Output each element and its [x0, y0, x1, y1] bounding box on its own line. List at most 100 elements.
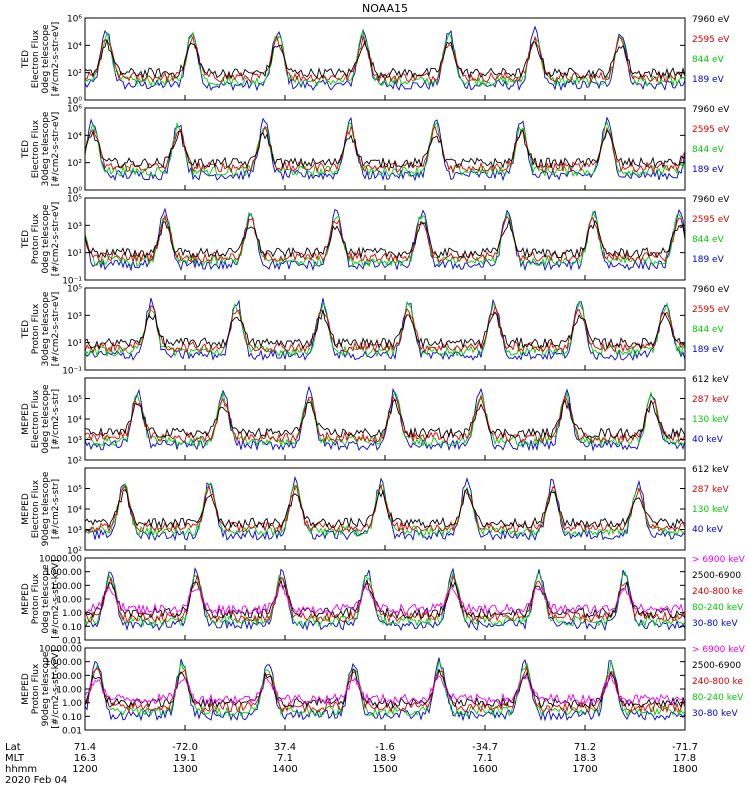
legend-entry: 30-80 keV — [692, 619, 738, 629]
trace-000000 — [85, 488, 685, 530]
legend-entry: 844 eV — [692, 145, 725, 155]
y-tick-label: 10⁴ — [67, 132, 82, 142]
y-axis-label: MEPEDProton Flux0deg telescope[#/cm2-s-s… — [21, 559, 61, 638]
x-tick-label: 7.1 — [477, 753, 493, 764]
x-tick-label: 71.2 — [574, 742, 596, 753]
trace-000000 — [85, 39, 685, 80]
y-axis-label: TEDProton Flux0deg telescope[#/cm2-s-str… — [21, 202, 61, 277]
x-tick-label: 7.1 — [277, 753, 293, 764]
trace-dd0000 — [85, 214, 685, 264]
trace-dd0000 — [85, 665, 685, 714]
y-tick-label: 10⁵ — [67, 485, 82, 495]
y-axis-label-line: Electron Flux — [31, 479, 41, 538]
trace-0000dd — [85, 475, 685, 542]
y-tick-label: 10³ — [67, 526, 82, 536]
legend-entry: 189 eV — [692, 345, 725, 355]
y-tick-label: 1000.00 — [45, 658, 82, 668]
legend-entry: 612 keV — [692, 375, 729, 385]
trace-000000 — [85, 309, 685, 350]
trace-00cc00 — [85, 659, 685, 718]
y-tick-label: 1.00 — [62, 699, 82, 709]
trace-ee00ee — [85, 583, 685, 616]
x-tick-label: 19.1 — [174, 753, 196, 764]
legend-entry: 2500-6900 — [692, 571, 741, 581]
y-tick-label: 10³ — [67, 222, 82, 232]
y-tick-label: 10⁴ — [67, 506, 82, 516]
y-tick-label: 10⁻¹ — [62, 367, 82, 377]
y-axis-label-line: Proton Flux — [31, 213, 41, 264]
y-axis-label-line: 0deg telescope — [41, 24, 51, 94]
legend-entry: 80-240 keV — [692, 693, 744, 703]
y-axis-label: TEDElectron Flux30deg telescope[#/cm2-s-… — [21, 111, 61, 186]
trace-000000 — [85, 219, 685, 259]
y-axis-label-line: TED — [21, 230, 31, 249]
y-axis-label-line: Proton Flux — [31, 303, 41, 354]
y-axis-label-line: [#/cm2-s-str-keV] — [51, 649, 61, 728]
y-axis-label-line: 0deg telescope — [41, 564, 51, 634]
y-axis-label-line: [#/cm2-s-str-keV] — [51, 559, 61, 638]
y-axis-label: TEDElectron Flux0deg telescope[#/cm2-s-s… — [21, 22, 61, 97]
panel-traces — [85, 657, 685, 722]
y-tick-label: 10² — [67, 69, 82, 79]
y-tick-label: 10¹ — [67, 339, 82, 349]
panel-2: 10⁰ 10² 10⁴ 10⁶ TEDElectron Flux30deg telesc… — [21, 105, 730, 197]
trace-000000 — [85, 398, 685, 440]
trace-0000dd — [85, 116, 685, 182]
y-axis-label-line: TED — [21, 140, 31, 159]
trace-000000 — [85, 129, 685, 170]
y-tick-label: 10⁵ — [67, 285, 82, 295]
legend-entry: > 6900 keV — [692, 645, 746, 655]
y-tick-label: 0.01 — [62, 637, 82, 647]
y-axis-label-line: [#/cm2-s-str] — [51, 479, 61, 539]
y-tick-label: 10³ — [67, 312, 82, 322]
legend-entry: 189 eV — [692, 75, 725, 85]
x-tick-label: -34.7 — [472, 742, 498, 753]
panel-4: 10⁻¹ 10¹ 10³ 10⁵ TEDProton Flux30deg telesco… — [21, 285, 730, 377]
y-axis-label-line: 0deg telescope — [41, 384, 51, 454]
x-row-label: hhmm — [5, 764, 37, 775]
y-tick-label: 0.10 — [62, 623, 82, 633]
panel-1: 10⁰ 10² 10⁴ 10⁶ TEDElectron Flux0deg telesco… — [21, 15, 730, 107]
panel-traces — [85, 567, 685, 632]
y-tick-label: 10² — [67, 547, 82, 557]
legend-entry: 287 keV — [692, 485, 729, 495]
y-axis-label: TEDProton Flux30deg telescope[#/cm2-s-st… — [21, 291, 61, 366]
y-axis-label-line: 0deg telescope — [41, 204, 51, 274]
legend-entry: 612 keV — [692, 465, 729, 475]
panel-6: 10² 10³ 10⁴ 10⁵ MEPEDElectron Flux90deg tele… — [21, 465, 729, 557]
legend-entry: 2595 eV — [692, 35, 730, 45]
y-tick-label: 100.00 — [51, 582, 83, 592]
legend-entry: 80-240 keV — [692, 603, 744, 613]
y-tick-label: 10³ — [67, 436, 82, 446]
y-tick-label: 10.00 — [56, 686, 82, 696]
x-tick-label: -72.0 — [172, 742, 198, 753]
y-tick-label: 1000.00 — [45, 568, 82, 578]
y-axis-label-line: 30deg telescope — [41, 111, 51, 186]
x-tick-label: 1600 — [472, 764, 497, 775]
x-tick-label: 18.3 — [574, 753, 596, 764]
y-tick-label: 10⁰ — [67, 187, 82, 197]
legend-entry: 189 eV — [692, 255, 725, 265]
y-axis-label-line: 90deg telescope — [41, 651, 51, 726]
y-axis-label-line: Proton Flux — [31, 663, 41, 714]
y-tick-label: 10⁶ — [67, 105, 82, 115]
y-axis-label-line: TED — [21, 320, 31, 339]
legend-entry: 7960 eV — [692, 195, 730, 205]
trace-000000 — [85, 578, 685, 620]
x-tick-label: 17.8 — [674, 753, 696, 764]
y-tick-label: 10⁵ — [67, 195, 82, 205]
y-tick-label: 10¹ — [67, 249, 82, 259]
legend-entry: 130 keV — [692, 415, 729, 425]
y-tick-label: 10⁶ — [67, 15, 82, 25]
date-label: 2020 Feb 04 — [5, 775, 67, 786]
legend-entry: 40 keV — [692, 525, 724, 535]
x-tick-label: 37.4 — [274, 742, 296, 753]
legend-entry: 287 keV — [692, 395, 729, 405]
chart-title: NOAA15 — [362, 2, 408, 15]
legend-entry: 2595 eV — [692, 125, 730, 135]
y-tick-label: 0.01 — [62, 727, 82, 737]
y-axis-label-line: MEPED — [21, 493, 31, 525]
y-axis-label-line: [#/cm2-s-str-eV] — [51, 22, 61, 97]
